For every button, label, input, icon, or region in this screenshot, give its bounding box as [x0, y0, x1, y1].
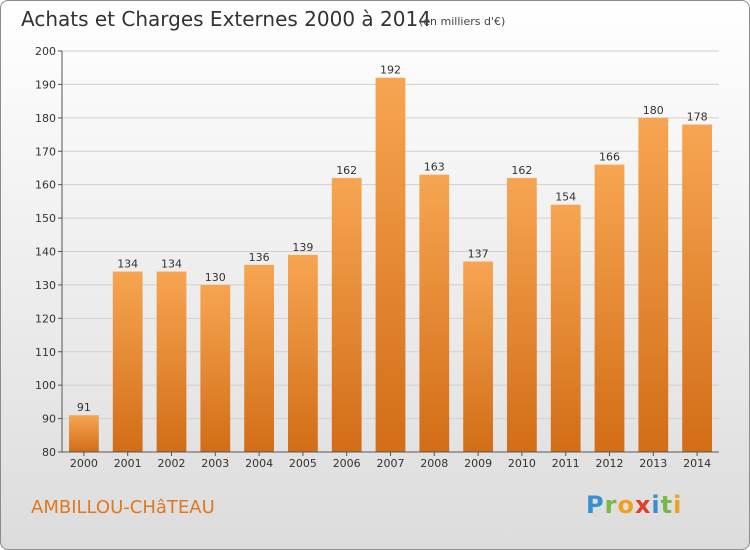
x-tick-label: 2009: [464, 457, 492, 470]
bar-2006: [331, 177, 362, 452]
bar-2000: [69, 415, 99, 452]
bar-2005: [288, 254, 318, 452]
x-tick-label: 2003: [201, 457, 229, 470]
bar-value-label: 162: [511, 164, 532, 177]
bar-value-label: 166: [599, 151, 620, 164]
y-tick-label: 200: [35, 45, 56, 58]
x-tick-label: 2004: [245, 457, 273, 470]
y-tick-label: 140: [35, 246, 56, 259]
bar-2013: [638, 117, 669, 452]
bar-2008: [419, 174, 450, 452]
bars: 91 134 134 130 136 139 162 192 163 137 162 154 166 18…: [69, 64, 712, 453]
x-tick-label: 2008: [420, 457, 448, 470]
bar-value-label: 162: [336, 164, 357, 177]
bar-value-label: 136: [249, 251, 270, 264]
bar-value-label: 139: [292, 241, 313, 254]
x-tick-label: 2010: [508, 457, 536, 470]
bar-2010: [507, 177, 537, 452]
y-tick-label: 180: [35, 112, 56, 125]
x-tick-label: 2006: [333, 457, 361, 470]
proxiti-logo[interactable]: Proxiti: [586, 491, 683, 519]
bar-value-label: 154: [555, 191, 576, 204]
chart-subtitle: (en milliers d'€): [419, 15, 506, 28]
y-tick-label: 190: [35, 78, 56, 91]
bar-value-label: 130: [205, 271, 226, 284]
chart-title: Achats et Charges Externes 2000 à 2014: [21, 7, 431, 31]
y-tick-label: 120: [35, 312, 56, 325]
y-tick-label: 130: [35, 279, 56, 292]
bar-2012: [594, 164, 625, 452]
y-tick-label: 160: [35, 179, 56, 192]
x-tick-label: 2002: [158, 457, 186, 470]
bar-2004: [244, 264, 274, 452]
bar-value-label: 163: [424, 161, 445, 174]
bar-value-label: 180: [643, 104, 664, 117]
y-tick-label: 150: [35, 212, 56, 225]
y-tick-label: 100: [35, 379, 56, 392]
x-tick-label: 2005: [289, 457, 317, 470]
bar-value-label: 192: [380, 64, 401, 77]
x-tick-label: 2013: [639, 457, 667, 470]
x-tick-label: 2000: [70, 457, 98, 470]
bar-value-label: 91: [77, 401, 91, 414]
x-tick-label: 2012: [596, 457, 624, 470]
bar-2011: [550, 204, 581, 452]
y-tick-label: 90: [42, 413, 56, 426]
bar-2014: [682, 124, 712, 453]
bar-value-label: 137: [468, 248, 489, 261]
location-name: AMBILLOU-CHâTEAU: [31, 497, 215, 518]
bar-2003: [200, 284, 231, 452]
x-tick-label: 2007: [377, 457, 405, 470]
x-tick-label: 2014: [683, 457, 711, 470]
x-tick-label: 2011: [552, 457, 580, 470]
bar-value-label: 134: [117, 258, 138, 271]
bar-2002: [156, 271, 187, 452]
x-tick-label: 2001: [114, 457, 142, 470]
bar-value-label: 178: [687, 111, 708, 124]
bar-value-label: 134: [161, 258, 182, 271]
y-tick-label: 80: [42, 446, 56, 459]
axes: 80 90 100 110 120 130 140 150 160 170 180 190 200 200…: [35, 45, 719, 470]
bar-2001: [112, 271, 143, 452]
y-tick-label: 110: [35, 346, 56, 359]
y-tick-label: 170: [35, 145, 56, 158]
bar-2007: [375, 77, 406, 452]
bar-2009: [463, 261, 493, 452]
